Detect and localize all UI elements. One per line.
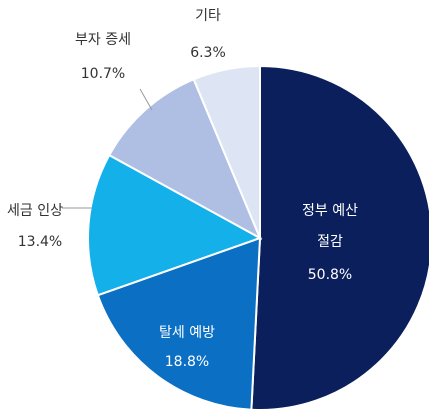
slice-value-label-5: 6.3%	[190, 45, 226, 61]
leader-line-4	[139, 88, 153, 111]
pie-slice-1	[250, 64, 429, 411]
pie-slice-3	[87, 153, 263, 297]
slice-value-label-3: 13.4%	[18, 234, 62, 250]
slice-label-2: 탈세 예방	[159, 325, 215, 341]
slice-label-1-line-1: 정부 예산	[302, 203, 358, 219]
leader-lines	[62, 88, 153, 209]
slice-label-1-line-2: 절감	[317, 234, 343, 250]
pie-slice-5	[192, 64, 261, 239]
pie-slices	[87, 64, 429, 411]
slice-value-label-4: 10.7%	[81, 66, 125, 82]
slice-value-label-1: 50.8%	[308, 267, 352, 283]
slice-value-label-2: 18.8%	[165, 354, 209, 370]
slice-label-4: 부자 증세	[75, 32, 131, 48]
slice-label-5: 기타	[195, 8, 221, 24]
slice-label-3: 세금 인상	[7, 203, 63, 219]
pie-slice-4	[107, 77, 263, 241]
